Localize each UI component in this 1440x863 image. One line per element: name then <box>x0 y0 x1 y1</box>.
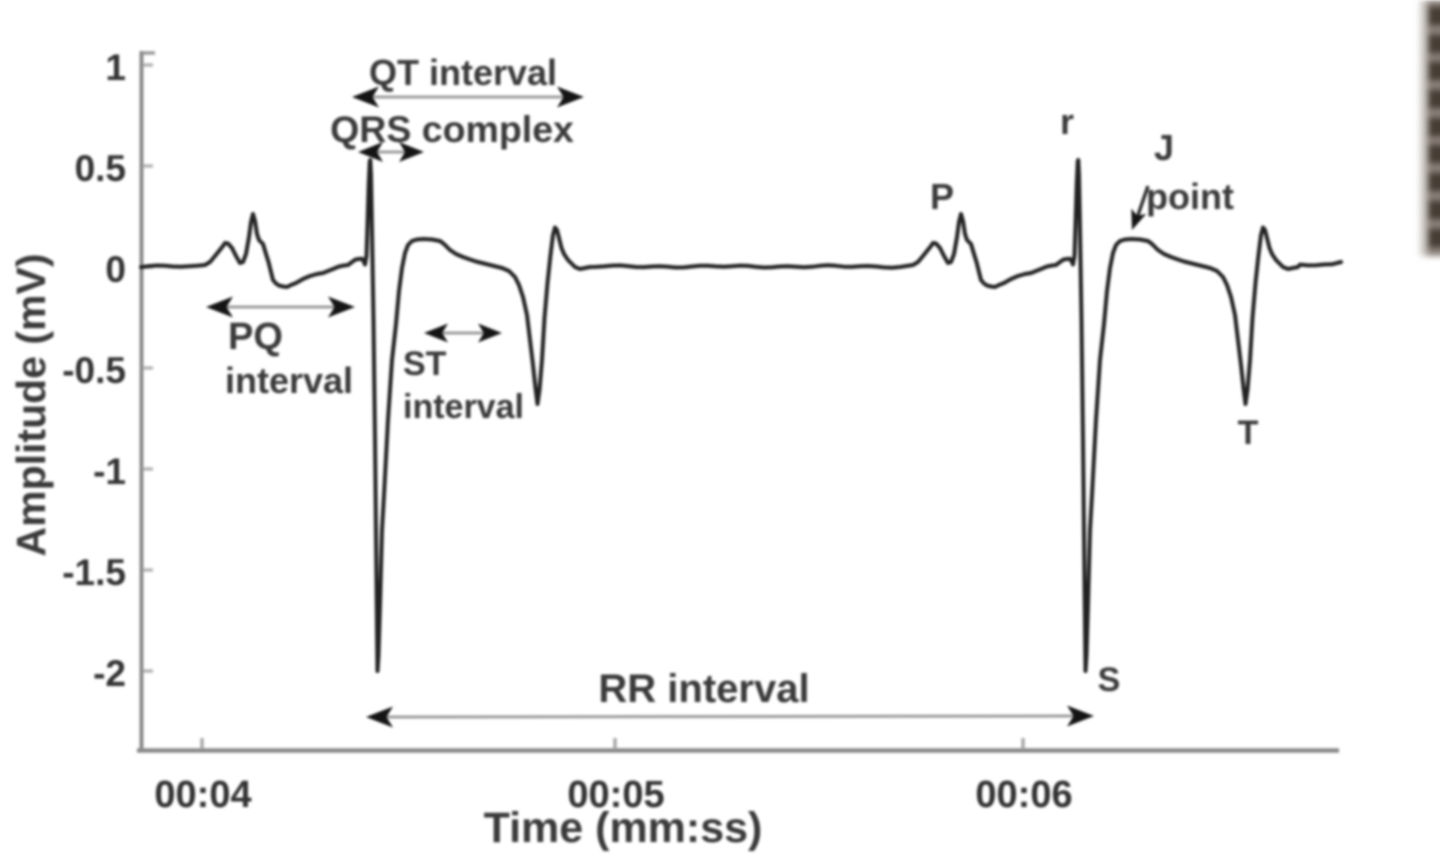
svg-text:Time (mm:ss): Time (mm:ss) <box>484 804 763 852</box>
svg-text:-0.5: -0.5 <box>62 350 126 391</box>
svg-text:RR interval: RR interval <box>598 667 809 711</box>
svg-text:1: 1 <box>105 47 126 88</box>
svg-text:-1: -1 <box>93 451 126 492</box>
svg-text:QT interval: QT interval <box>369 52 557 93</box>
svg-text:00:04: 00:04 <box>154 774 251 816</box>
svg-text:-1.5: -1.5 <box>62 552 126 593</box>
svg-text:J: J <box>1154 127 1174 168</box>
svg-text:interval: interval <box>225 360 353 401</box>
svg-text:00:06: 00:06 <box>975 774 1072 816</box>
svg-text:-2: -2 <box>93 653 126 694</box>
svg-text:PQ: PQ <box>228 316 283 358</box>
svg-text:T: T <box>1238 414 1259 452</box>
svg-text:P: P <box>930 176 954 217</box>
svg-text:point: point <box>1146 176 1234 217</box>
svg-text:0: 0 <box>105 249 126 290</box>
svg-text:r: r <box>1060 101 1074 142</box>
svg-text:ST: ST <box>403 345 447 383</box>
svg-text:00:05: 00:05 <box>567 774 664 816</box>
svg-text:QRS complex: QRS complex <box>330 108 574 150</box>
svg-text:Amplitude (mV): Amplitude (mV) <box>8 254 54 557</box>
svg-text:S: S <box>1098 661 1121 699</box>
svg-text:interval: interval <box>403 388 524 426</box>
svg-text:0.5: 0.5 <box>75 148 126 189</box>
